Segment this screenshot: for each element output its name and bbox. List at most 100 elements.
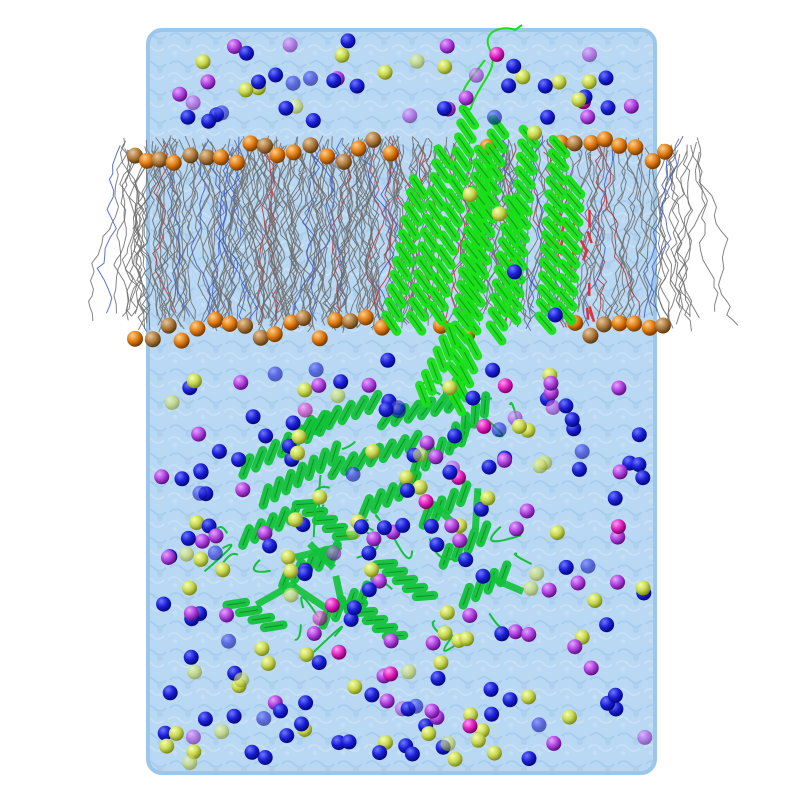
lipid-headgroup: [127, 330, 143, 347]
tm-helix: [554, 175, 586, 325]
soluble-helix: [418, 480, 472, 530]
chloride-ion: [437, 59, 453, 75]
calcium-ion: [331, 644, 347, 660]
lipid-tail: [124, 150, 162, 315]
chloride-ion: [215, 562, 231, 578]
magnesium-ion: [541, 582, 557, 598]
sodium-ion: [481, 459, 497, 475]
soluble-domain: [203, 380, 533, 657]
sodium-ion: [465, 390, 481, 406]
sodium-ion: [183, 649, 199, 665]
chloride-ion: [459, 631, 475, 647]
chloride-ion: [480, 490, 496, 506]
sodium-ion: [631, 427, 647, 443]
sodium-ion: [298, 695, 314, 711]
chloride-ion: [439, 605, 455, 621]
lipid-tail: [571, 143, 605, 328]
magnesium-ion: [508, 624, 523, 640]
lipid-headgroup: [582, 327, 599, 344]
lipid-tail: [211, 149, 252, 332]
sodium-ion: [353, 519, 369, 535]
beta-strand: [489, 574, 525, 595]
chloride-ion: [187, 664, 202, 680]
n-terminal-tail: [469, 24, 523, 111]
sodium-ion: [429, 537, 445, 553]
tm-helix: [405, 144, 455, 336]
chloride-ion: [214, 724, 230, 740]
magnesium-ion: [545, 400, 561, 415]
sodium-ion: [201, 113, 217, 129]
chloride-ion: [486, 745, 502, 761]
loop: [300, 596, 320, 618]
sodium-ion: [607, 687, 623, 703]
chloride-ion: [447, 751, 463, 767]
sodium-ion: [297, 566, 313, 582]
lipid-tail: [616, 152, 635, 321]
n-terminal-loop: [460, 24, 523, 111]
loop: [252, 559, 271, 573]
lipid-headgroup: [127, 147, 143, 164]
lipid-tail: [359, 138, 384, 331]
sodium-ion: [343, 611, 359, 627]
lipid-headgroup: [213, 149, 229, 166]
chloride-ion: [164, 395, 180, 410]
beta-strand: [254, 579, 298, 608]
magnesium-ion: [419, 435, 435, 451]
lipid-headgroup: [257, 137, 273, 154]
magnesium-ion: [366, 531, 382, 547]
lipid-tail: [214, 146, 258, 327]
lipid-tail: [185, 148, 213, 327]
lipid-tail: [221, 149, 242, 329]
sodium-ion: [245, 409, 261, 425]
magnesium-ion: [235, 482, 251, 498]
sodium-ion: [341, 734, 357, 750]
sodium-ion: [399, 482, 415, 498]
chloride-ion: [412, 479, 428, 495]
lipid-headgroup: [595, 316, 612, 333]
chloride-ion: [377, 64, 393, 80]
lipid-headgroup: [207, 311, 224, 328]
chloride-ion: [491, 206, 507, 222]
magnesium-ion: [191, 426, 207, 442]
calcium-ion: [489, 46, 505, 62]
sodium-ion: [380, 352, 396, 368]
soluble-helix: [297, 389, 383, 441]
sodium-ion: [600, 100, 616, 116]
chloride-ion: [532, 458, 548, 474]
sodium-ion: [436, 101, 452, 117]
sodium-ion: [239, 45, 254, 61]
lipid-tail: [328, 136, 391, 313]
chloride-ion: [260, 656, 276, 671]
magnesium-ion: [154, 469, 170, 485]
sodium-ion: [279, 728, 295, 744]
lipid-tail: [276, 137, 298, 326]
transmembrane-helices: [381, 104, 586, 417]
sodium-ion: [507, 264, 522, 280]
sodium-ion: [423, 518, 439, 534]
sodium-ion: [305, 113, 321, 128]
lipid-tail: [157, 151, 191, 318]
calcium-ion: [324, 597, 340, 613]
sodium-ion: [599, 617, 615, 633]
sodium-ion: [475, 568, 491, 584]
chloride-ion: [189, 515, 205, 531]
lipid-headgroup: [641, 319, 658, 336]
lipid-tail: [227, 145, 248, 326]
sodium-ion: [598, 70, 614, 86]
magnesium-ion: [194, 533, 210, 549]
chloride-ion: [254, 641, 270, 657]
chloride-ion: [290, 445, 305, 461]
chloride-ion: [193, 551, 209, 567]
lipid-headgroup: [654, 317, 671, 334]
lipid-headgroup: [144, 331, 161, 348]
lipid-tail: [576, 153, 592, 330]
calcium-ion: [418, 494, 434, 510]
magnesium-ion: [361, 377, 377, 393]
lipid-headgroup: [626, 315, 643, 332]
sodium-ion: [506, 58, 522, 74]
sodium-ion: [340, 33, 356, 49]
lipid-tail: [256, 150, 275, 326]
lipid-tail: [235, 154, 274, 332]
lipid-tail: [143, 140, 162, 330]
